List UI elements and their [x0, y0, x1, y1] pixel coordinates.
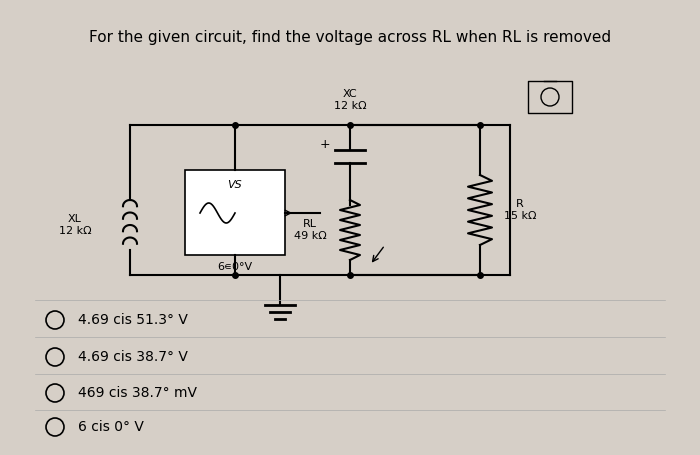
- Bar: [185, 170, 285, 255]
- Text: +: +: [320, 138, 330, 152]
- Text: 4.69 cis 51.3° V: 4.69 cis 51.3° V: [78, 313, 188, 327]
- Text: R
15 kΩ: R 15 kΩ: [504, 199, 536, 221]
- Text: XL
12 kΩ: XL 12 kΩ: [59, 214, 91, 236]
- Text: VS: VS: [228, 180, 242, 190]
- Text: 469 cis 38.7° mV: 469 cis 38.7° mV: [78, 386, 197, 400]
- Text: XC
12 kΩ: XC 12 kΩ: [334, 89, 366, 111]
- Text: For the given circuit, find the voltage across RL when RL is removed: For the given circuit, find the voltage …: [89, 30, 611, 45]
- Text: RL
49 kΩ: RL 49 kΩ: [293, 219, 326, 241]
- Bar: [528, 81, 572, 113]
- Text: 6∊0°V: 6∊0°V: [218, 262, 253, 272]
- Text: 6 cis 0° V: 6 cis 0° V: [78, 420, 144, 434]
- Text: 4.69 cis 38.7° V: 4.69 cis 38.7° V: [78, 350, 188, 364]
